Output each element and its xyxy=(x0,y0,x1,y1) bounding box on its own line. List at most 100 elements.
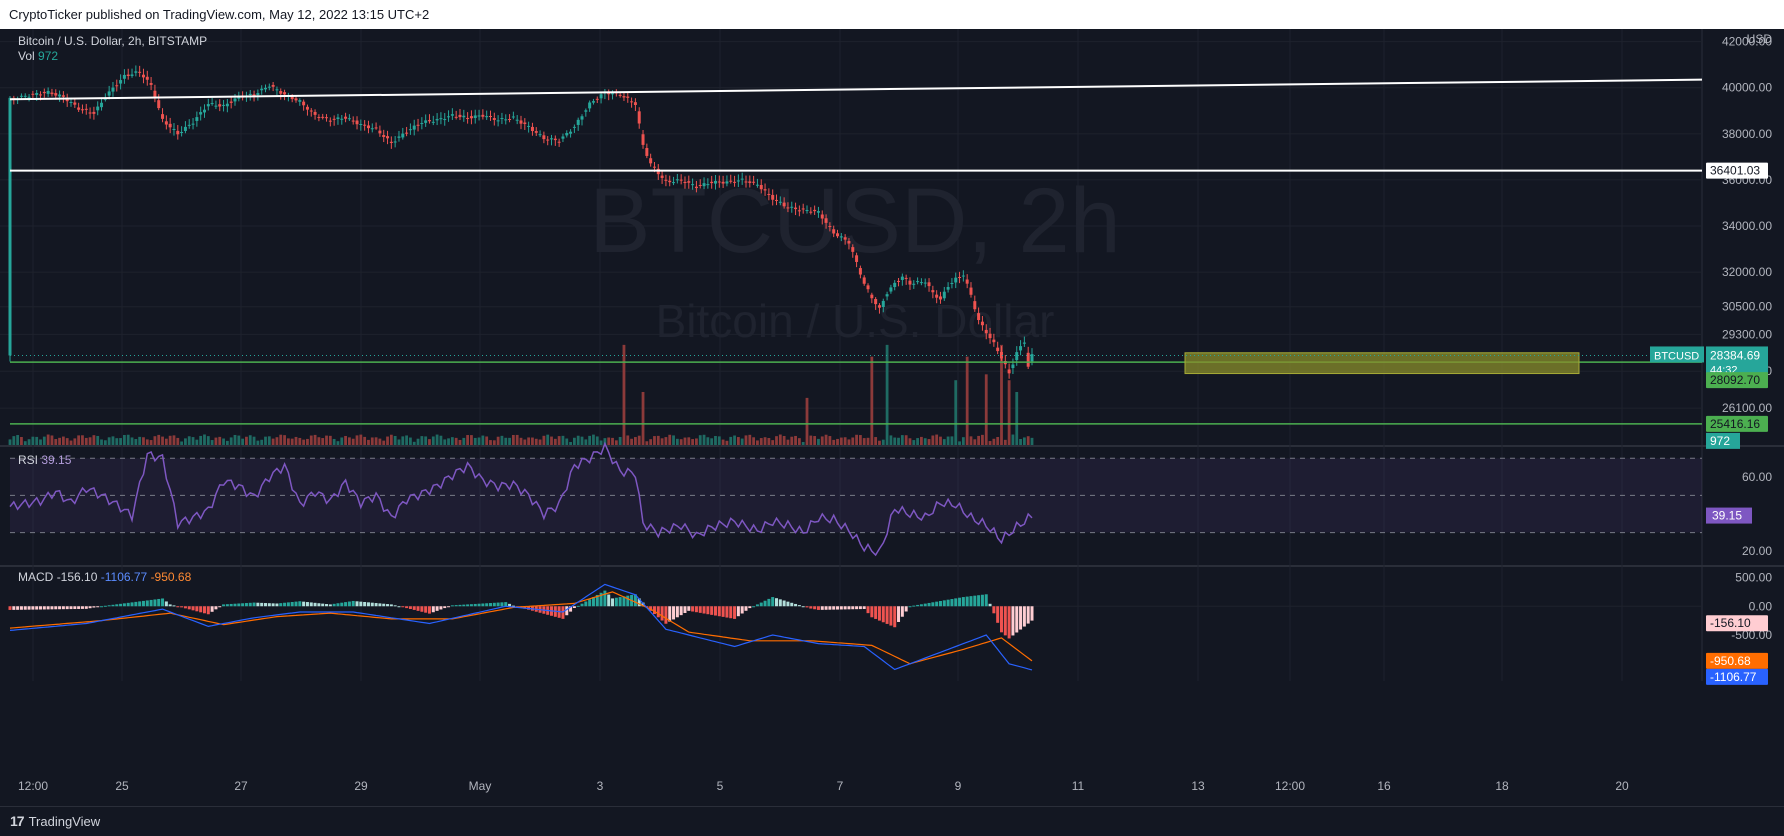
candle-body xyxy=(866,285,870,290)
candle-body xyxy=(115,85,119,87)
volume-bar xyxy=(817,438,820,445)
target-zone-rectangle[interactable] xyxy=(1184,352,1580,375)
volume-bar xyxy=(485,436,489,445)
candle-body xyxy=(351,120,355,122)
volume-bar xyxy=(984,374,988,445)
macd-histogram-bar xyxy=(389,604,393,607)
candle-body xyxy=(462,115,466,118)
candle-body xyxy=(1019,346,1023,351)
candle-body xyxy=(679,179,683,181)
candle-body xyxy=(100,102,104,108)
watermark-name: Bitcoin / U.S. Dollar xyxy=(656,295,1055,347)
candle-body xyxy=(80,109,84,111)
candle-body xyxy=(42,91,46,94)
candle-body xyxy=(496,120,500,122)
volume-bar xyxy=(264,436,267,445)
volume-bar xyxy=(721,439,725,445)
volume-bar xyxy=(176,437,180,445)
macd-histogram-bar xyxy=(454,605,458,607)
volume-bar xyxy=(866,437,870,445)
volume-bar xyxy=(168,435,172,445)
macd-histogram-bar xyxy=(88,606,92,609)
candle-body xyxy=(836,233,840,237)
macd-histogram-bar xyxy=(416,606,420,611)
candle-body xyxy=(275,89,279,91)
macd-histogram-bar xyxy=(626,595,630,607)
volume-bar xyxy=(229,437,233,445)
macd-histogram-bar xyxy=(439,606,443,610)
volume-bar xyxy=(12,436,16,445)
volume-bar xyxy=(572,437,576,445)
macd-histogram-bar xyxy=(290,602,294,607)
volume-bar xyxy=(702,434,706,445)
candle-body xyxy=(313,111,317,115)
resistance-trendline[interactable] xyxy=(9,78,1703,101)
candle-body xyxy=(77,107,81,110)
candle-body xyxy=(126,74,130,77)
volume-bar xyxy=(439,435,443,445)
volume-bar xyxy=(481,435,485,445)
macd-hist-axis-label-bg xyxy=(1706,615,1768,632)
candle-body xyxy=(492,118,496,120)
chart-canvas[interactable]: 12:00 25 27 29 May 3 5 7 9 11 13 12:00 16 18 20 42000.0… xyxy=(0,29,1784,806)
candle-body xyxy=(633,102,637,106)
publish-header: CryptoTicker published on TradingView.co… xyxy=(0,0,1784,29)
macd-histogram-bar xyxy=(374,603,378,607)
macd-histogram-bar xyxy=(820,606,824,610)
macd-signal-axis-label: -950.68 xyxy=(1710,654,1751,668)
candle-body xyxy=(447,116,451,118)
volume-bar xyxy=(401,436,405,445)
volume-bar xyxy=(424,436,428,445)
candle-body xyxy=(786,207,790,209)
volume-bar xyxy=(931,435,935,445)
price-tick-label: 40000.00 xyxy=(1722,81,1772,95)
volume-bar xyxy=(519,437,523,445)
candle-body xyxy=(427,120,431,122)
volume-bar xyxy=(206,436,210,445)
volume-bar xyxy=(378,438,382,445)
candle-body xyxy=(256,93,260,96)
level-label-36401-bg xyxy=(1706,162,1768,179)
macd-histogram-bar xyxy=(874,606,878,619)
macd-histogram-bar xyxy=(27,606,31,610)
price-tick-label: 26100.00 xyxy=(1722,401,1772,415)
macd-histogram-bar xyxy=(321,603,325,607)
candle-body xyxy=(454,116,458,118)
macd-histogram-bar xyxy=(511,605,515,607)
volume-bar xyxy=(363,436,367,445)
candle-body xyxy=(325,117,329,119)
candle-body xyxy=(370,128,374,130)
candle-body xyxy=(267,86,271,88)
volume-bar xyxy=(466,435,470,445)
macd-histogram-bar xyxy=(8,606,12,610)
candle-body xyxy=(805,210,809,212)
macd-histogram-bar xyxy=(836,606,840,610)
macd-histogram-bar xyxy=(801,606,805,608)
candle-body xyxy=(923,282,927,284)
volume-bar xyxy=(92,435,96,445)
volume-bar xyxy=(878,440,881,445)
macd-histogram-bar xyxy=(694,606,698,613)
candle-body xyxy=(580,116,584,120)
macd-histogram-bar xyxy=(824,606,828,610)
volume-bar xyxy=(942,439,946,445)
symbol-title: Bitcoin / U.S. Dollar, 2h, BITSTAMP xyxy=(18,34,208,48)
volume-bar xyxy=(950,436,954,445)
macd-histogram-bar xyxy=(950,599,954,607)
volume-bar xyxy=(16,435,20,445)
candle-body xyxy=(401,133,405,138)
tradingview-logo[interactable]: 17 TradingView xyxy=(10,813,100,829)
volume-bar xyxy=(454,437,458,445)
macd-tick-label: 500.00 xyxy=(1735,571,1772,585)
volume-bar xyxy=(290,438,294,445)
candle-body xyxy=(572,126,576,128)
candle-body xyxy=(759,185,763,190)
volume-bar xyxy=(325,435,328,445)
volume-bar xyxy=(656,435,660,445)
volume-bar xyxy=(119,438,122,445)
volume-bar xyxy=(35,436,39,445)
macd-histogram-bar xyxy=(897,606,901,622)
macd-line-axis-label: -1106.77 xyxy=(1710,670,1757,684)
volume-bar xyxy=(443,439,447,445)
macd-histogram-bar xyxy=(584,601,588,607)
